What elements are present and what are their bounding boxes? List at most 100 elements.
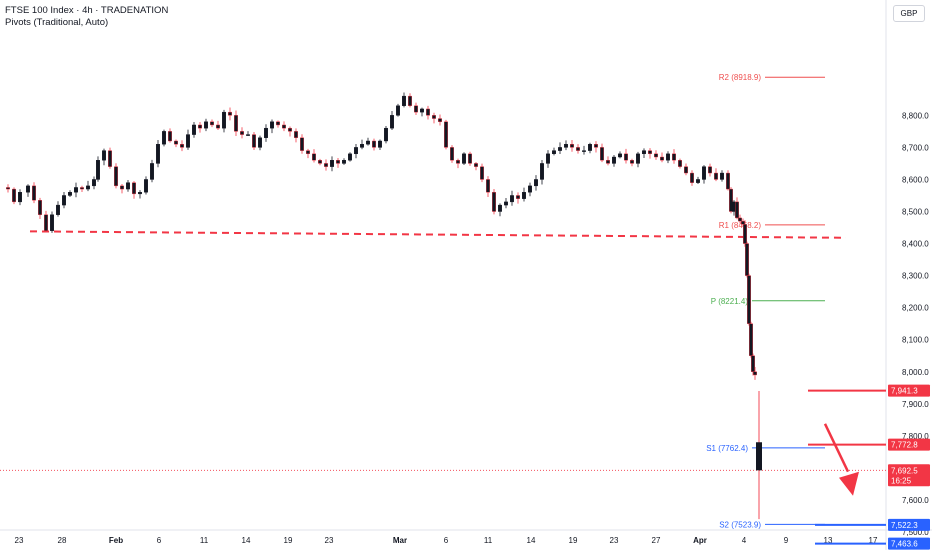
y-tick-label: 8,200.0: [902, 304, 929, 313]
x-tick-label: 14: [242, 536, 251, 545]
candle: [654, 150, 659, 160]
y-tick-label: 7,800.0: [902, 432, 929, 441]
candle-body: [11, 188, 16, 203]
candle-body: [474, 163, 479, 167]
candle: [161, 129, 166, 147]
candle-body: [408, 95, 413, 106]
candle-body: [137, 192, 142, 195]
candle-body: [594, 143, 599, 148]
candle: [582, 145, 587, 155]
candle-body: [288, 127, 293, 132]
candle-body: [179, 143, 184, 148]
candle-body: [73, 187, 78, 193]
x-tick-label: 27: [652, 536, 661, 545]
indicator-label[interactable]: Pivots (Traditional, Auto): [5, 17, 109, 28]
candle-body: [342, 160, 347, 164]
candle: [221, 109, 226, 133]
x-tick-label: 23: [610, 536, 619, 545]
candle-body: [113, 166, 118, 187]
candle: [209, 119, 214, 128]
candle: [444, 119, 449, 150]
candle-body: [642, 150, 647, 155]
candle-body: [582, 150, 587, 152]
candle: [197, 121, 202, 133]
candle-body: [282, 124, 287, 129]
candle: [348, 152, 353, 162]
candle-body: [300, 137, 305, 151]
x-tick-label: 17: [869, 536, 878, 545]
candle: [143, 176, 148, 195]
candle-body: [294, 131, 299, 138]
candle: [414, 102, 419, 116]
candle: [726, 170, 731, 191]
candle-body: [726, 172, 731, 190]
candle: [167, 128, 172, 143]
candle-body: [354, 147, 359, 155]
chart-title: FTSE 100 Index · 4h · TRADENATION: [5, 5, 169, 16]
candle-body: [185, 134, 190, 148]
pivot-label-r1: R1 (8458.2): [719, 221, 762, 230]
candle: [251, 132, 256, 151]
candle: [137, 190, 142, 199]
candle: [552, 147, 557, 156]
candle: [270, 119, 275, 134]
candle-body: [227, 111, 232, 116]
candle-body: [444, 121, 449, 148]
candle-body: [167, 131, 172, 142]
candle-body: [5, 187, 10, 190]
candle: [324, 159, 329, 171]
candle-body: [564, 143, 569, 148]
candle: [390, 111, 395, 130]
candle: [26, 184, 31, 197]
currency-badge[interactable]: GBP: [893, 5, 925, 22]
candle: [743, 220, 748, 247]
x-tick-label: 14: [527, 536, 536, 545]
candle: [564, 140, 569, 151]
candle: [258, 135, 263, 151]
candle: [330, 156, 335, 172]
candle: [672, 149, 677, 164]
candle: [107, 147, 112, 169]
candle-body: [125, 182, 130, 190]
candle: [747, 273, 752, 326]
x-tick-label: Apr: [693, 536, 707, 545]
candle-body: [432, 115, 437, 119]
candle: [91, 176, 96, 190]
candle-body: [330, 160, 335, 167]
candle: [684, 163, 689, 176]
candle: [306, 148, 311, 159]
candle-body: [155, 143, 160, 164]
candle: [474, 162, 479, 171]
candle: [408, 93, 413, 108]
candle: [492, 188, 497, 215]
candle: [729, 187, 734, 214]
candle: [648, 148, 653, 159]
candle: [708, 163, 713, 177]
candle: [690, 170, 695, 186]
candle: [50, 211, 55, 233]
candle: [450, 145, 455, 163]
candle-body: [528, 185, 533, 193]
candle-body: [245, 134, 250, 136]
candle-body: [660, 156, 665, 161]
candle: [67, 190, 72, 197]
candle: [516, 192, 521, 204]
candle: [749, 321, 754, 358]
arrow-shaft: [823, 423, 850, 473]
price-tag-label: 7,772.8: [891, 441, 918, 450]
candle: [594, 141, 599, 153]
candle-body: [753, 371, 758, 376]
candle: [119, 183, 124, 194]
candle-body: [738, 217, 743, 222]
candle: [276, 120, 281, 128]
candle-body: [672, 153, 677, 161]
candle-body: [62, 195, 67, 206]
candle: [191, 121, 196, 138]
candle: [294, 128, 299, 143]
candle: [149, 159, 154, 183]
support-dashed-line: [29, 230, 847, 239]
candle-body: [191, 124, 196, 135]
candle: [720, 170, 725, 182]
candle: [354, 144, 359, 159]
